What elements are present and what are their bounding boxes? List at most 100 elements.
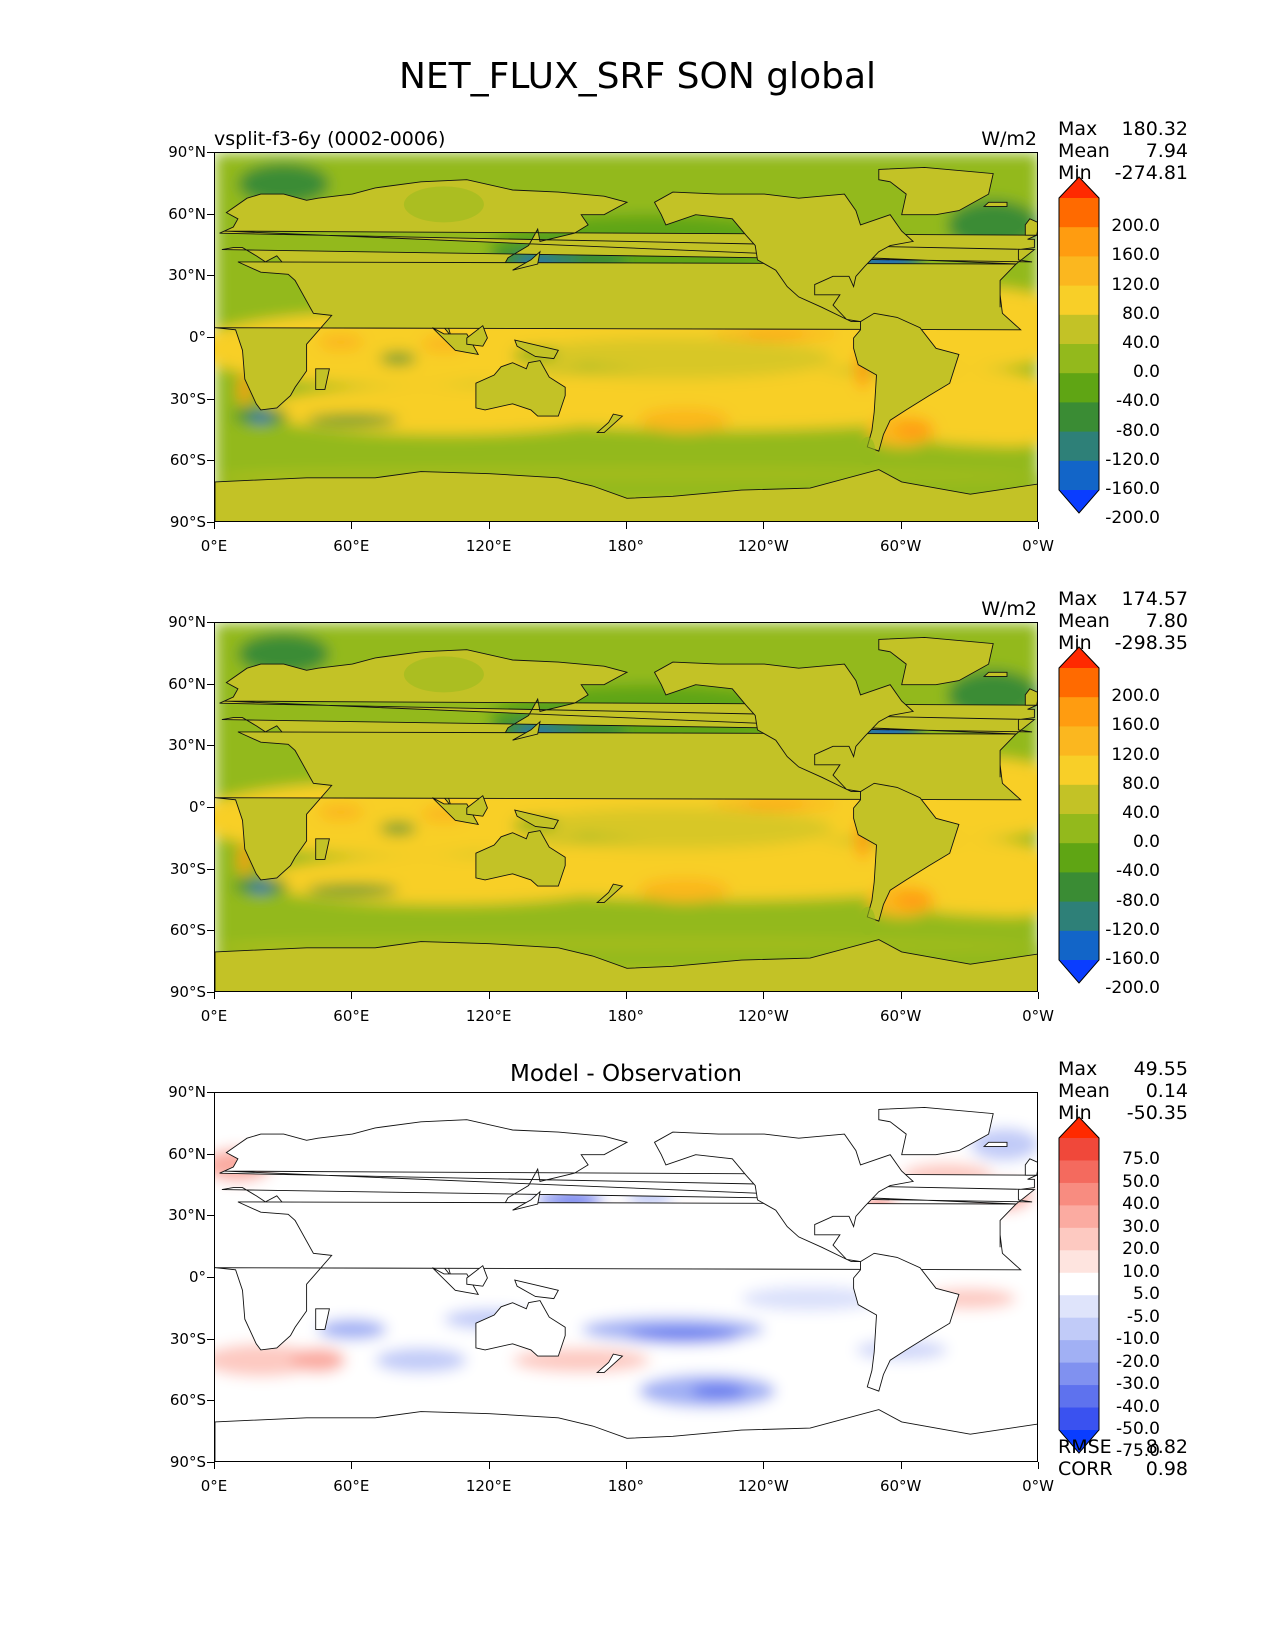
colorbar-label: 0.0 [1132,362,1160,383]
field-contour [306,414,399,427]
coastline [315,368,330,390]
x-tick-mark [626,1462,627,1469]
field-contour [743,330,808,338]
y-tick-label: 30°S [169,389,206,408]
y-tick-label: 30°N [168,1206,206,1225]
y-tick-label: 90°N [168,613,206,631]
colorbar-extend-max [1059,1117,1099,1138]
coastline [315,838,330,860]
stat-max: Max 49.55 [1058,1058,1188,1080]
y-tick-mark [207,1462,214,1463]
colorbar-label: 40.0 [1122,1194,1160,1215]
colorbar-label: -75.0 [1116,1441,1160,1462]
coastline [475,360,566,417]
y-tick-label: 60°N [168,1144,206,1163]
y-tick-label: 0° [188,1268,206,1286]
colorbar-segment [1059,755,1099,786]
x-tick-label: 0°E [200,1007,228,1025]
colorbar-segment [1059,784,1099,815]
land-shade [403,656,484,693]
map-field [215,1093,1037,1461]
coastline [514,809,559,830]
x-tick-mark [900,522,902,529]
x-tick-label: 0°W [1022,537,1054,555]
coastline [432,797,480,826]
coastline [982,201,1008,207]
panel-units: W/m2 [981,128,1037,150]
panel-reference: W/m2 90°N 60°N 30°N 0° 30°S 60°S 90°S 0°E 60°E 12… [0,588,1275,1048]
x-tick-mark [488,522,490,529]
colorbar-segment [1059,285,1099,316]
x-tick-mark [763,522,765,529]
coastline [215,939,1037,991]
field-contour [290,1347,346,1373]
colorbar-segment [1059,1138,1099,1162]
y-tick-label: 90°S [169,983,206,1001]
coastlines [215,166,1037,521]
coastline [215,469,1037,521]
field-contour [512,808,833,850]
x-tick-mark [1038,522,1039,529]
field-contour [913,414,1037,447]
colorbar-extend-min [1059,1430,1099,1453]
y-tick-mark [207,622,214,623]
stat-mean: Mean 7.94 [1058,140,1188,162]
coastline [432,327,480,356]
colorbar-segment [1059,1295,1099,1319]
y-tick-mark [207,1277,214,1278]
field-contour [318,803,364,821]
y-tick-label: 60°N [168,204,206,223]
panel-title: Model - Observation [509,1061,743,1087]
colorbar-svg [1058,646,1100,984]
coastline [982,1141,1008,1147]
x-tick-mark [626,522,627,529]
y-tick-mark [207,992,214,993]
coastline [1024,688,1037,706]
y-tick-label: 60°S [169,451,206,470]
colorbar-label: -160.0 [1105,949,1160,969]
x-tick-label: 180° [607,1477,645,1495]
colorbar-segment [1059,872,1099,903]
coastline [853,312,960,452]
coastline [596,1353,624,1374]
colorbar-segment [1059,697,1099,727]
coastline [315,1308,330,1330]
y-tick-label: 30°N [168,736,206,755]
colorbar-label: 20.0 [1122,1239,1160,1260]
x-tick-mark [1038,1462,1039,1469]
colorbar-segment [1059,1272,1099,1296]
x-tick-label: 0°W [1022,1007,1054,1025]
colorbar-label: -30.0 [1116,1374,1160,1395]
colorbar-label: -5.0 [1126,1306,1160,1327]
colorbar-segment [1059,344,1099,374]
colorbar-label: -10.0 [1116,1329,1160,1350]
field-contour [512,338,833,380]
y-tick-label: 90°S [169,1453,206,1471]
colorbar-segment [1059,1385,1099,1409]
colorbar-segment [1059,901,1099,932]
field-contour [913,884,1037,917]
colorbar-segment [1059,460,1099,491]
y-tick-label: 30°N [168,266,206,285]
y-tick-label: 30°S [169,859,206,878]
colorbar-segment [1059,814,1099,844]
stats-box: Max 180.32 Mean 7.94 Min -274.81 [1058,118,1188,184]
x-tick-mark [900,992,902,999]
colorbar-label: -200.0 [1105,978,1160,999]
y-tick-label: 90°N [168,1083,206,1101]
colorbar-label: 5.0 [1132,1284,1160,1305]
coastline [982,671,1008,677]
field-contour [249,884,273,893]
coastline [596,883,624,904]
colorbar-segment [1059,402,1099,433]
panel-test-model: vsplit-f3-6y (0002-0006) W/m2 90°N 60°N 30… [0,118,1275,578]
y-tick-mark [207,930,214,932]
coastline [215,1409,1037,1461]
y-tick-label: 60°S [169,1391,206,1410]
x-tick-mark [488,1462,490,1469]
x-tick-mark [763,1462,765,1469]
colorbar-segment [1059,1407,1099,1431]
land-shade [403,186,484,223]
field-contour [306,884,399,897]
coastline [596,413,624,434]
